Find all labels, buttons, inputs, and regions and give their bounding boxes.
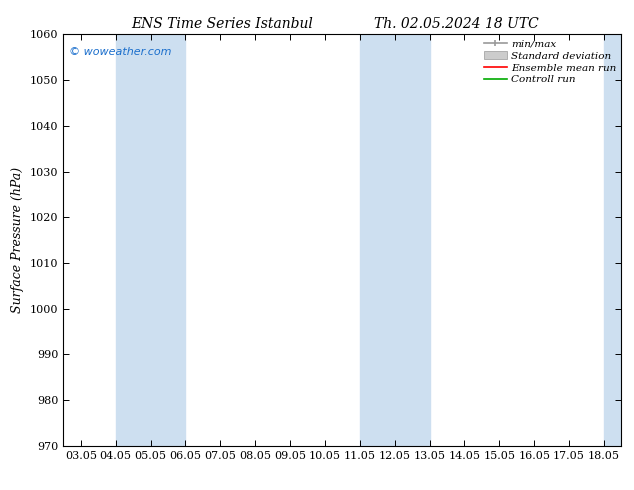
Text: © woweather.com: © woweather.com — [69, 47, 171, 57]
Legend: min/max, Standard deviation, Ensemble mean run, Controll run: min/max, Standard deviation, Ensemble me… — [482, 37, 618, 87]
Y-axis label: Surface Pressure (hPa): Surface Pressure (hPa) — [11, 167, 25, 313]
Text: Th. 02.05.2024 18 UTC: Th. 02.05.2024 18 UTC — [374, 17, 539, 31]
Text: ENS Time Series Istanbul: ENS Time Series Istanbul — [131, 17, 313, 31]
Bar — [359, 34, 429, 446]
Bar — [604, 34, 621, 446]
Bar — [116, 34, 185, 446]
